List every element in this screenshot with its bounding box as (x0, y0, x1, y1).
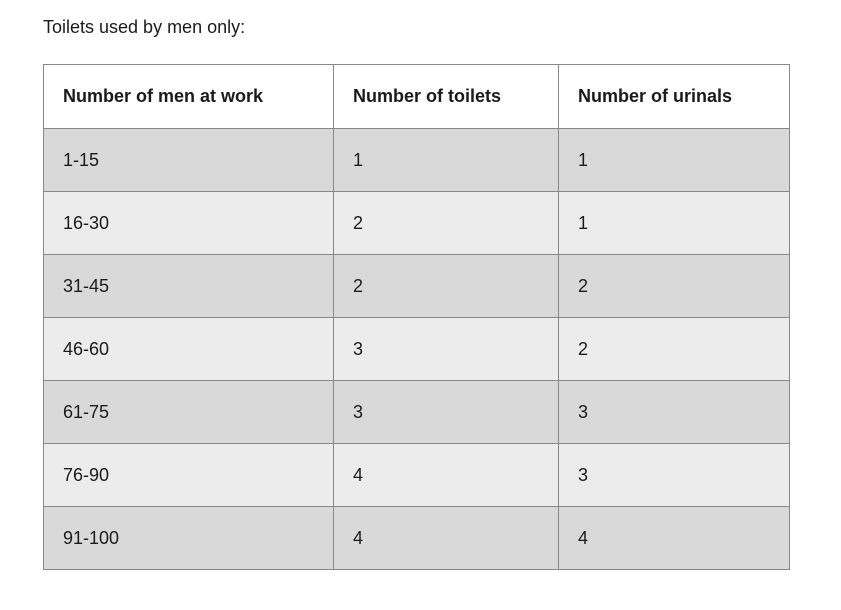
table-cell: 3 (333, 317, 559, 381)
table-cell: 2 (558, 254, 790, 318)
table-row: 76-90 4 3 (43, 443, 790, 507)
table-cell: 46-60 (43, 317, 334, 381)
table-cell: 91-100 (43, 506, 334, 570)
table-row: 46-60 3 2 (43, 317, 790, 381)
table-caption: Toilets used by men only: (43, 17, 246, 37)
table-cell: 1 (558, 191, 790, 255)
table-row: 1-15 1 1 (43, 128, 790, 192)
table-cell: 1 (558, 128, 790, 192)
header-number-of-urinals: Number of urinals (558, 64, 790, 129)
table-cell: 31-45 (43, 254, 334, 318)
table-cell: 3 (333, 380, 559, 444)
table-cell: 2 (333, 254, 559, 318)
table-cell: 2 (333, 191, 559, 255)
table-row: 61-75 3 3 (43, 380, 790, 444)
table-cell: 1-15 (43, 128, 334, 192)
table-cell: 3 (558, 443, 790, 507)
table-cell: 4 (333, 443, 559, 507)
table-row: 91-100 4 4 (43, 506, 790, 570)
table-cell: 3 (558, 380, 790, 444)
table-cell: 2 (558, 317, 790, 381)
table-cell: 61-75 (43, 380, 334, 444)
header-number-of-men: Number of men at work (43, 64, 334, 129)
toilets-table: Number of men at work Number of toilets … (43, 64, 790, 570)
table-cell: 76-90 (43, 443, 334, 507)
table-row: 31-45 2 2 (43, 254, 790, 318)
table-cell: 4 (558, 506, 790, 570)
table-cell: 4 (333, 506, 559, 570)
table-row: 16-30 2 1 (43, 191, 790, 255)
table-cell: 1 (333, 128, 559, 192)
header-number-of-toilets: Number of toilets (333, 64, 559, 129)
table-header-row: Number of men at work Number of toilets … (43, 64, 790, 129)
table-cell: 16-30 (43, 191, 334, 255)
table-body: 1-15 1 1 16-30 2 1 31-45 2 2 46-60 3 2 61-75 3 3 76-90 4… (43, 128, 790, 570)
